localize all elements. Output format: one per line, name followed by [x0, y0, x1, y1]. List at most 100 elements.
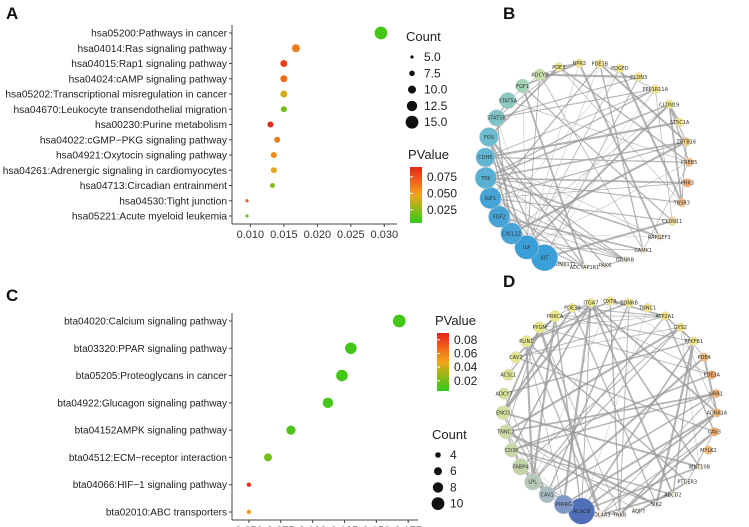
network-node-label: ACSL1	[500, 373, 516, 379]
network-node-label: WNT10B	[689, 465, 711, 471]
y-tick-label: bta04922:Glucagon signaling pathway	[57, 398, 227, 409]
network-node-label: CDH5	[478, 155, 492, 161]
network-edge	[526, 162, 690, 248]
network-node-label: FGF2	[493, 215, 506, 221]
network-edge	[619, 302, 630, 515]
network-node	[669, 491, 677, 499]
network-node-label: COL4A3	[590, 512, 610, 518]
network-edge	[618, 431, 715, 516]
y-tick-label: hsa05200:Pathways in cancer	[91, 29, 228, 40]
network-edge	[522, 85, 527, 248]
network-node	[683, 478, 691, 486]
network-node-label: PDE1B	[591, 62, 608, 68]
network-edge	[531, 315, 557, 483]
panel-label-c: C	[6, 286, 18, 305]
network-edge	[522, 85, 673, 222]
network-node-label: ZBTB16	[676, 140, 696, 146]
network-edge	[485, 177, 626, 261]
network-edge	[703, 357, 718, 414]
data-point	[322, 397, 334, 409]
data-point	[264, 453, 273, 462]
network-node	[674, 117, 685, 128]
network-edge	[539, 74, 644, 251]
network-node-label: ITGA7	[583, 301, 598, 307]
network-node	[495, 405, 511, 420]
network-edge	[654, 89, 673, 222]
size-legend-dot	[410, 55, 414, 59]
network-node-label: PAK6	[599, 263, 612, 269]
network-node-label: CAV3	[708, 430, 721, 436]
network-node	[474, 167, 497, 189]
network-node	[514, 235, 539, 260]
size-legend-dot	[432, 482, 444, 493]
color-legend-label: 0.04	[454, 360, 478, 374]
network-edge	[490, 63, 601, 199]
network-edge	[554, 316, 583, 512]
data-point	[345, 342, 357, 355]
data-point	[286, 425, 296, 435]
network-edge	[600, 393, 717, 515]
color-legend-label: 0.08	[454, 333, 478, 347]
network-node-label: OXTR	[603, 299, 617, 305]
network-edge	[496, 88, 656, 119]
network-node-label: ADRA1A	[707, 411, 728, 417]
x-tick-label: 0.020	[304, 229, 332, 241]
network-edge	[525, 341, 601, 515]
y-tick-label: bta04152AMPK signaling pathway	[75, 426, 227, 437]
y-tick-label: hsa04022:cGMP−PKG signaling pathway	[40, 135, 228, 146]
panel-label-a: A	[6, 4, 18, 23]
network-edge	[499, 68, 621, 217]
network-node-label: FABP4	[513, 465, 528, 471]
network-node	[675, 322, 686, 333]
network-edge	[520, 326, 681, 468]
color-legend-label: 0.050	[427, 186, 457, 200]
network-node-label: CAMK1	[634, 248, 652, 254]
network-edge	[525, 340, 688, 483]
network-edge	[619, 412, 718, 516]
network-edge	[526, 68, 621, 248]
data-point	[245, 199, 249, 203]
network-node	[684, 157, 694, 168]
size-legend-label: 6	[450, 464, 457, 478]
network-edge	[672, 341, 695, 495]
x-tick-label: 0.075	[267, 525, 295, 527]
network-node	[553, 494, 574, 515]
network-edge	[546, 392, 717, 496]
network-node	[502, 368, 515, 381]
network-node-label: FOS	[484, 135, 494, 141]
data-point	[246, 482, 252, 487]
network-node	[642, 303, 653, 313]
network-node	[574, 58, 584, 68]
network-node	[635, 507, 642, 515]
network-node-label: PRK3	[681, 181, 694, 187]
size-legend-title: Count	[406, 29, 441, 44]
data-point	[374, 26, 388, 40]
network-node-label: ILP	[523, 245, 530, 251]
network-node	[616, 511, 624, 519]
network-node	[504, 442, 519, 458]
network-node	[664, 99, 674, 110]
network-node	[509, 351, 522, 364]
network-node	[660, 311, 670, 321]
network-node	[524, 473, 542, 491]
x-tick-label: 0.125	[331, 525, 359, 527]
network-edge	[502, 411, 700, 468]
network-node	[709, 427, 719, 437]
network-edge	[484, 156, 626, 261]
network-node	[605, 296, 615, 306]
network-edge	[618, 67, 683, 204]
size-legend-dot	[434, 467, 442, 476]
network-edge	[505, 431, 639, 512]
network-node	[533, 321, 546, 334]
network-edge	[507, 315, 556, 376]
network-edge	[485, 88, 656, 158]
size-legend-dot	[408, 85, 416, 94]
size-legend-dot	[435, 452, 441, 458]
network-node-label: FGF1	[516, 84, 529, 90]
network-node	[512, 458, 530, 476]
network-edge	[485, 88, 656, 179]
network-node	[624, 298, 634, 308]
network-edge	[521, 85, 586, 268]
network-edge	[490, 197, 673, 222]
